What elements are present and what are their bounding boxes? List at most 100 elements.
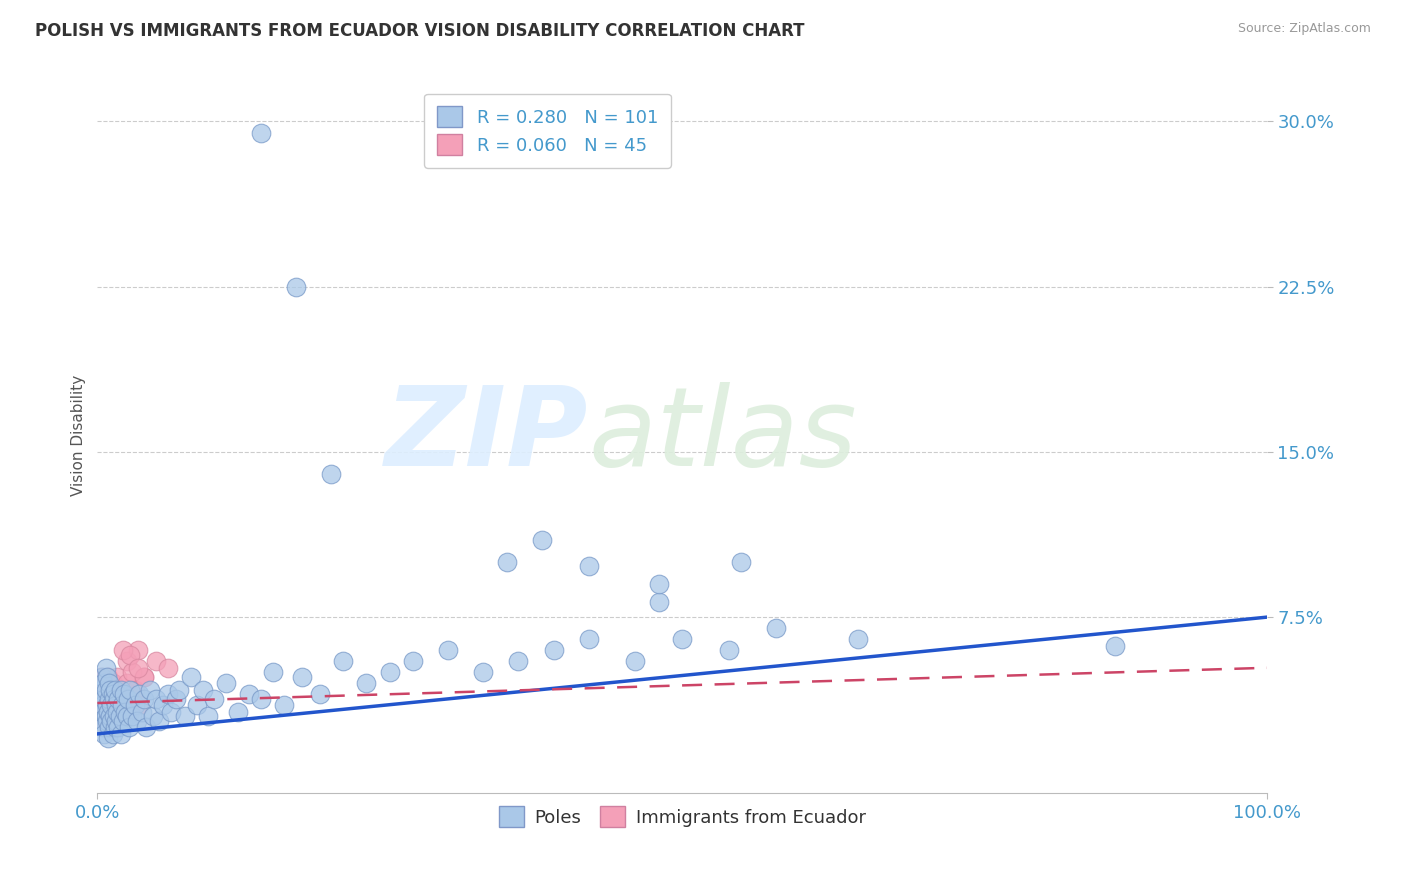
Point: [472, 665, 495, 680]
Point: [100, 714, 122, 728]
Point: [98, 676, 121, 690]
Point: [543, 643, 565, 657]
Point: [91, 720, 114, 734]
Point: [98, 720, 121, 734]
Point: [93, 676, 115, 690]
Point: [107, 720, 129, 734]
Point: [115, 709, 138, 723]
Point: [156, 661, 179, 675]
Point: [530, 533, 553, 547]
Point: [356, 676, 378, 690]
Point: [437, 643, 460, 657]
Point: [91, 698, 114, 713]
Point: [112, 691, 135, 706]
Point: [262, 665, 284, 680]
Point: [152, 698, 174, 713]
Point: [120, 705, 142, 719]
Point: [191, 682, 214, 697]
Point: [100, 709, 122, 723]
Point: [846, 632, 869, 647]
Point: [94, 661, 117, 675]
Point: [105, 670, 128, 684]
Point: [124, 682, 146, 697]
Point: [308, 687, 330, 701]
Point: [105, 705, 128, 719]
Point: [90, 670, 112, 684]
Point: [174, 709, 197, 723]
Point: [250, 691, 273, 706]
Point: [91, 676, 114, 690]
Point: [90, 714, 112, 728]
Point: [89, 687, 111, 701]
Point: [98, 691, 121, 706]
Point: [145, 691, 167, 706]
Point: [495, 555, 517, 569]
Point: [142, 709, 165, 723]
Point: [508, 654, 530, 668]
Point: [131, 705, 153, 719]
Point: [105, 705, 128, 719]
Point: [202, 691, 225, 706]
Point: [115, 676, 138, 690]
Point: [135, 720, 157, 734]
Point: [100, 698, 122, 713]
Point: [115, 654, 138, 668]
Point: [121, 709, 143, 723]
Point: [717, 643, 740, 657]
Point: [114, 705, 136, 719]
Point: [167, 682, 190, 697]
Point: [112, 687, 135, 701]
Point: [118, 720, 141, 734]
Point: [124, 698, 146, 713]
Point: [127, 714, 149, 728]
Point: [105, 698, 128, 713]
Point: [148, 714, 170, 728]
Text: atlas: atlas: [589, 382, 858, 489]
Point: [98, 714, 121, 728]
Point: [97, 670, 120, 684]
Point: [91, 709, 114, 723]
Point: [100, 698, 122, 713]
Point: [145, 654, 167, 668]
Point: [197, 709, 219, 723]
Point: [96, 714, 118, 728]
Point: [578, 559, 600, 574]
Point: [103, 691, 125, 706]
Point: [127, 661, 149, 675]
Point: [180, 670, 202, 684]
Point: [291, 670, 314, 684]
Point: [765, 621, 787, 635]
Point: [139, 682, 162, 697]
Point: [101, 676, 124, 690]
Point: [96, 698, 118, 713]
Point: [104, 720, 127, 734]
Point: [96, 670, 118, 684]
Point: [97, 731, 120, 746]
Point: [91, 682, 114, 697]
Point: [90, 698, 112, 713]
Point: [91, 720, 114, 734]
Point: [91, 705, 114, 719]
Text: ZIP: ZIP: [385, 382, 589, 489]
Point: [186, 698, 208, 713]
Point: [93, 691, 115, 706]
Point: [97, 720, 120, 734]
Point: [215, 676, 238, 690]
Point: [112, 714, 135, 728]
Point: [93, 705, 115, 719]
Point: [128, 687, 150, 701]
Y-axis label: Vision Disability: Vision Disability: [72, 375, 86, 496]
Point: [134, 691, 156, 706]
Point: [165, 691, 187, 706]
Point: [104, 682, 127, 697]
Point: [120, 648, 142, 662]
Point: [1104, 639, 1126, 653]
Point: [378, 665, 401, 680]
Legend: Poles, Immigrants from Ecuador: Poles, Immigrants from Ecuador: [491, 799, 873, 834]
Point: [96, 682, 118, 697]
Point: [94, 687, 117, 701]
Point: [226, 705, 249, 719]
Point: [103, 709, 125, 723]
Point: [648, 577, 671, 591]
Point: [624, 654, 647, 668]
